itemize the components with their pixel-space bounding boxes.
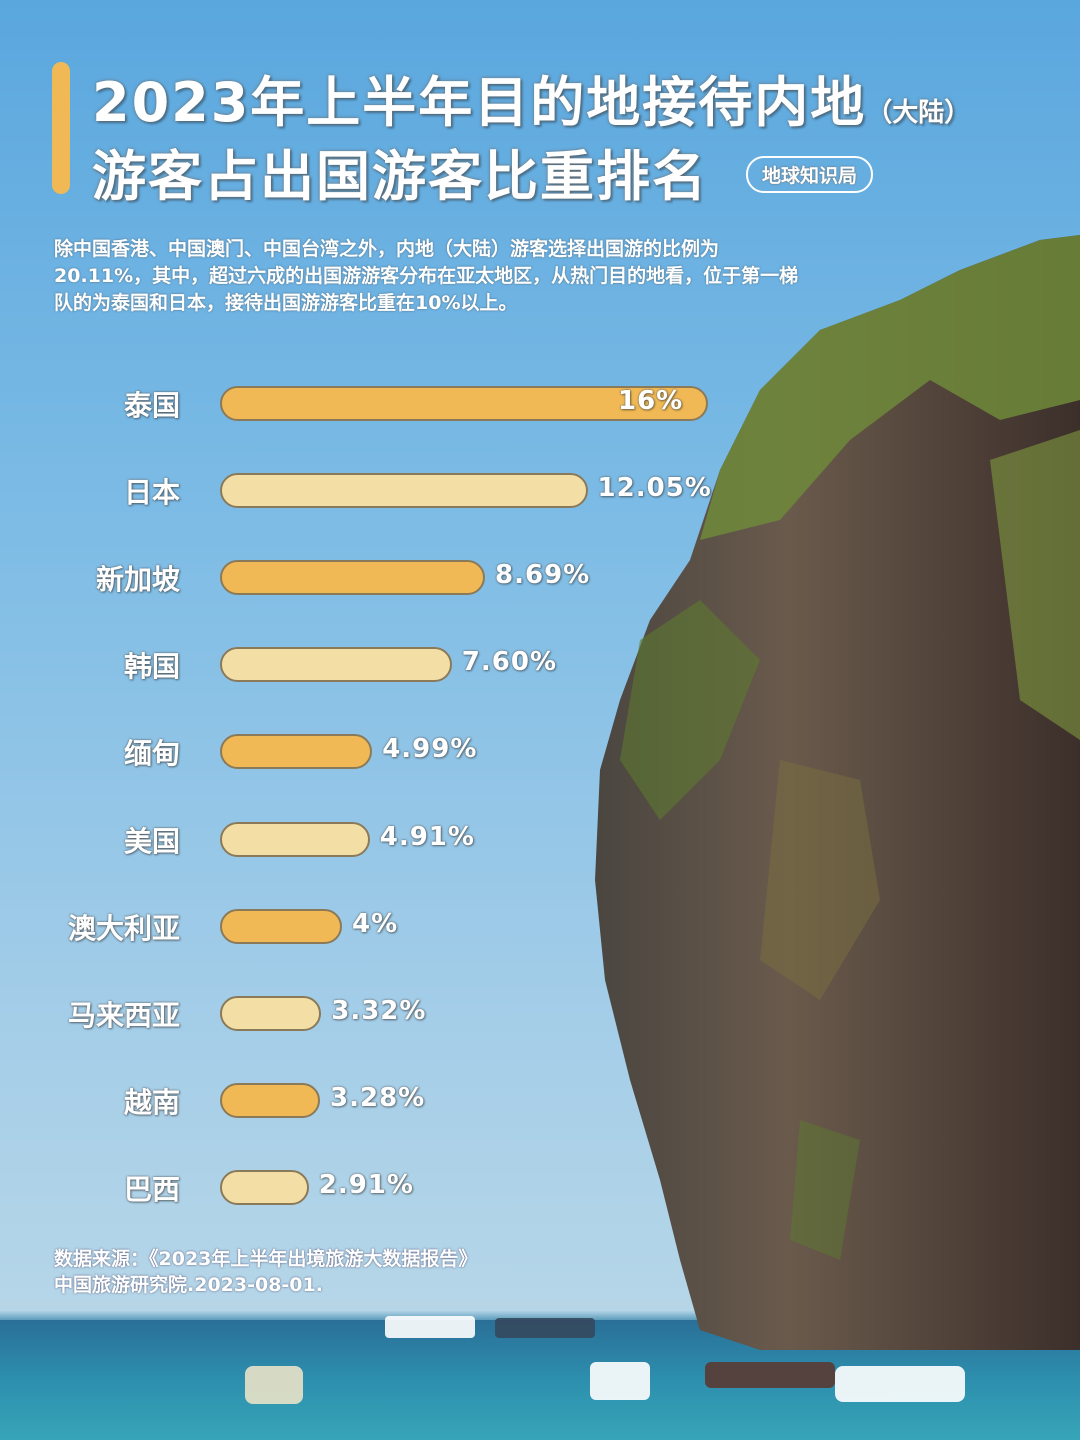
value-label: 16% — [618, 386, 684, 416]
bar — [220, 560, 486, 596]
value-label: 12.05% — [597, 473, 712, 504]
bar — [220, 995, 322, 1031]
bar — [220, 734, 373, 770]
value-label: 3.28% — [330, 1082, 426, 1113]
category-label: 马来西亚 — [67, 998, 180, 1032]
category-label: 澳大利亚 — [67, 911, 180, 945]
value-label: 4.99% — [382, 734, 478, 765]
category-label: 越南 — [123, 1085, 180, 1119]
bar — [220, 908, 342, 944]
brand-badge: 地球知识局 — [746, 156, 874, 193]
bar — [220, 386, 708, 421]
bar — [220, 647, 452, 683]
description: 除中国香港、中国澳门、中国台湾之外，内地（大陆）游客选择出国游的比例为20.11… — [54, 238, 799, 314]
title-accent-bar — [52, 62, 70, 194]
category-label: 缅甸 — [123, 737, 180, 771]
category-label: 韩国 — [123, 650, 180, 684]
value-label: 3.32% — [331, 995, 427, 1026]
category-label: 美国 — [123, 824, 180, 858]
page-title-line2: 游客占出国游客比重排名 — [92, 145, 708, 208]
title-suffix: （大陆） — [866, 98, 971, 128]
category-label: 泰国 — [123, 389, 180, 422]
source-note: 数据来源：《2023年上半年出境旅游大数据报告》 中国旅游研究院.2023-08… — [54, 1246, 477, 1298]
category-label: 新加坡 — [95, 563, 180, 597]
bar — [220, 1169, 309, 1205]
value-label: 2.91% — [318, 1169, 414, 1200]
bar — [220, 473, 588, 509]
title-text: 2023年上半年目的地接待内地 — [92, 71, 867, 134]
value-label: 7.60% — [461, 647, 557, 678]
bar — [220, 1082, 321, 1118]
bar — [220, 821, 370, 857]
source-line2: 中国旅游研究院.2023-08-01. — [54, 1274, 323, 1296]
source-line1: 数据来源：《2023年上半年出境旅游大数据报告》 — [54, 1248, 478, 1270]
value-label: 4% — [352, 908, 399, 939]
value-label: 4.91% — [379, 821, 475, 852]
value-label: 8.69% — [495, 560, 591, 591]
category-label: 日本 — [123, 476, 180, 510]
category-label: 巴西 — [123, 1172, 180, 1206]
page-title-line1: 2023年上半年目的地接待内地（大陆） — [92, 58, 970, 137]
